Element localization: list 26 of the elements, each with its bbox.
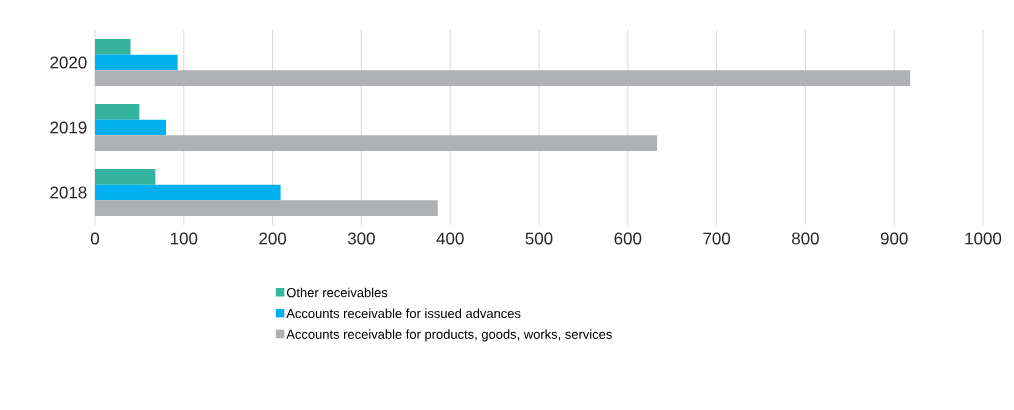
- x-tick-label: 700: [703, 232, 731, 245]
- bar: [95, 184, 281, 201]
- legend-label: Other receivables: [286, 287, 388, 298]
- legend-label: Accounts receivable for issued advances: [286, 308, 521, 319]
- bar: [95, 200, 438, 216]
- bar: [95, 39, 131, 55]
- x-tick-label: 1000: [965, 232, 1002, 245]
- x-tick-label: 100: [170, 232, 198, 245]
- bar: [95, 54, 178, 71]
- y-tick-label: 2019: [50, 121, 87, 134]
- x-tick-label: 900: [880, 232, 908, 245]
- x-tick-label: 800: [792, 232, 819, 245]
- y-tick-label: 2018: [50, 186, 87, 199]
- legend-label: Accounts receivable for products, goods, works, services: [286, 329, 612, 342]
- bar: [95, 169, 156, 185]
- x-tick-label: 0: [90, 232, 100, 245]
- bar: [95, 104, 140, 120]
- bar: [95, 70, 911, 86]
- x-tick-label: 600: [614, 232, 642, 245]
- x-tick-label: 500: [525, 232, 553, 245]
- bar: [95, 135, 658, 151]
- x-tick-label: 200: [259, 232, 287, 245]
- y-tick-label: 2020: [50, 56, 87, 69]
- x-tick-label: 300: [347, 232, 375, 245]
- bar: [95, 119, 167, 136]
- x-tick-label: 400: [436, 232, 464, 245]
